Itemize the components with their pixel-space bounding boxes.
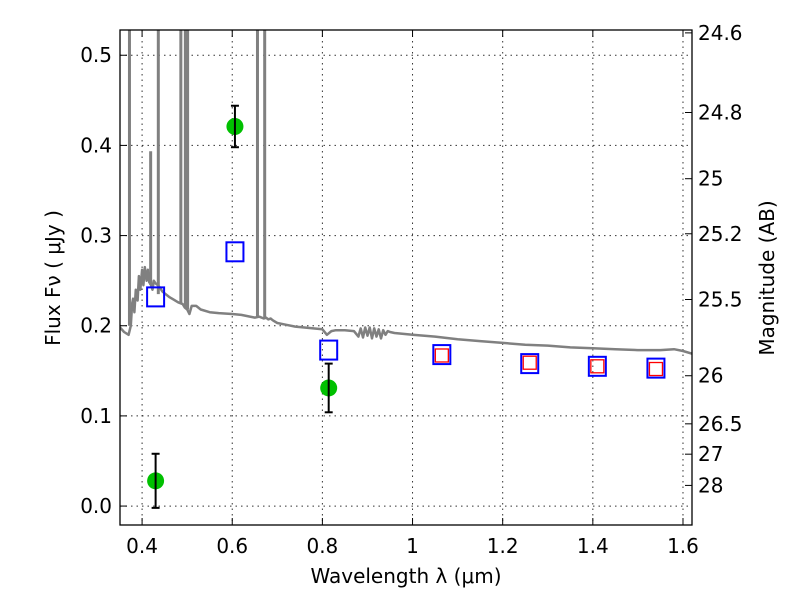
y-tick-label: 0.0: [80, 494, 112, 518]
x-tick-label: 0.8: [306, 534, 338, 558]
x-tick-labels: 0.4 0.6 0.8 1 1.2 1.4 1.6: [126, 534, 699, 558]
model-photometry-red-square: [648, 361, 664, 377]
spectrum-line: [120, 265, 692, 355]
model-photometry-blue-square: [646, 357, 666, 379]
grid-lines: [120, 30, 692, 525]
model-photometry-blue-square: [587, 355, 607, 377]
right-tick-label: 24.6: [698, 21, 743, 45]
y-tick-label: 0.2: [80, 314, 112, 338]
model-photometry-blue-square: [225, 241, 245, 263]
x-tick-label: 0.4: [126, 534, 158, 558]
plot-area: [120, 30, 692, 509]
y-tick-label: 0.5: [80, 43, 112, 67]
model-photometry-red-square: [522, 355, 537, 370]
right-tick-labels: 24.6 24.8 25 25.2 25.5 26 26.5 27 28: [698, 21, 743, 498]
y-tick-label: 0.1: [80, 404, 112, 428]
right-tick-label: 24.8: [698, 100, 743, 124]
y-axis-title: Flux Fν ( μJy ): [41, 210, 65, 346]
right-tick-label: 25: [698, 167, 723, 191]
model-photometry-blue-square: [319, 339, 339, 361]
x-tick-label: 1.2: [487, 534, 519, 558]
x-tick-label: 1: [406, 534, 419, 558]
model-photometry-blue-square: [520, 353, 540, 375]
right-tick-label: 28: [698, 473, 723, 497]
y-tick-label: 0.4: [80, 133, 112, 157]
right-tick-label: 26.5: [698, 412, 743, 436]
x-tick-label: 0.6: [216, 534, 248, 558]
right-tick-label: 27: [698, 442, 723, 466]
right-tick-label: 25.5: [698, 288, 743, 312]
plot-frame: [119, 29, 693, 526]
y-tick-labels: 0.0 0.1 0.2 0.3 0.4 0.5: [80, 43, 112, 518]
model-photometry-red-square: [434, 348, 449, 363]
axis-ticks: [120, 30, 692, 525]
right-tick-label: 25.2: [698, 222, 743, 246]
x-tick-label: 1.6: [667, 534, 699, 558]
right-axis-title: Magnitude (AB): [755, 200, 779, 355]
model-photometry-blue-square: [432, 344, 452, 366]
y-tick-label: 0.3: [80, 224, 112, 248]
right-tick-label: 26: [698, 364, 723, 388]
x-tick-label: 1.4: [577, 534, 609, 558]
model-photometry-blue-square: [146, 286, 166, 308]
x-axis-title: Wavelength λ (μm): [310, 564, 501, 588]
model-photometry-red-square: [590, 359, 605, 374]
